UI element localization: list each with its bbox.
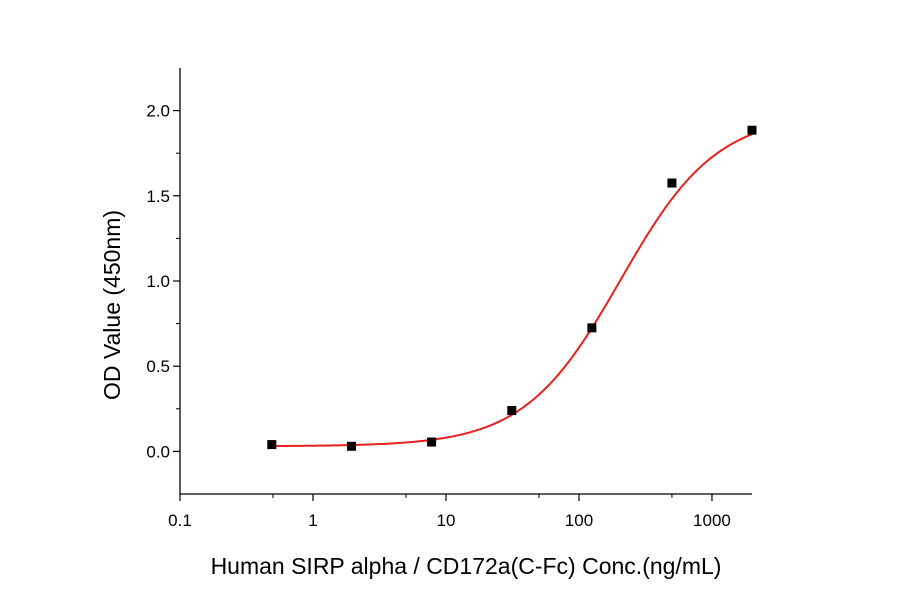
x-axis-label: Human SIRP alpha / CD172a(C-Fc) Conc.(ng… bbox=[211, 553, 722, 579]
y-tick-label: 0.0 bbox=[146, 442, 170, 461]
fit-curve bbox=[271, 133, 753, 448]
data-point bbox=[747, 125, 757, 135]
x-tick-label: 1 bbox=[308, 511, 317, 530]
x-tick-label: 0.1 bbox=[168, 511, 192, 530]
data-points bbox=[267, 125, 757, 451]
x-tick-label: 100 bbox=[565, 511, 593, 530]
x-tick-label: 10 bbox=[437, 511, 456, 530]
y-tick-label: 1.0 bbox=[146, 272, 170, 291]
x-tick-label: 1000 bbox=[693, 511, 731, 530]
data-point bbox=[267, 440, 277, 450]
axes: 0.0 0.5 1.0 1.5 2.0 0.1 1 10 100 1000 bbox=[146, 68, 752, 530]
y-axis-label: OD Value (450nm) bbox=[99, 210, 125, 400]
data-point bbox=[667, 178, 677, 188]
y-tick-label: 0.5 bbox=[146, 357, 170, 376]
y-tick-label: 1.5 bbox=[146, 187, 170, 206]
data-point bbox=[507, 406, 517, 416]
y-tick-label: 2.0 bbox=[146, 102, 170, 121]
data-point bbox=[427, 437, 437, 447]
data-point bbox=[587, 323, 597, 333]
data-point bbox=[347, 441, 357, 451]
